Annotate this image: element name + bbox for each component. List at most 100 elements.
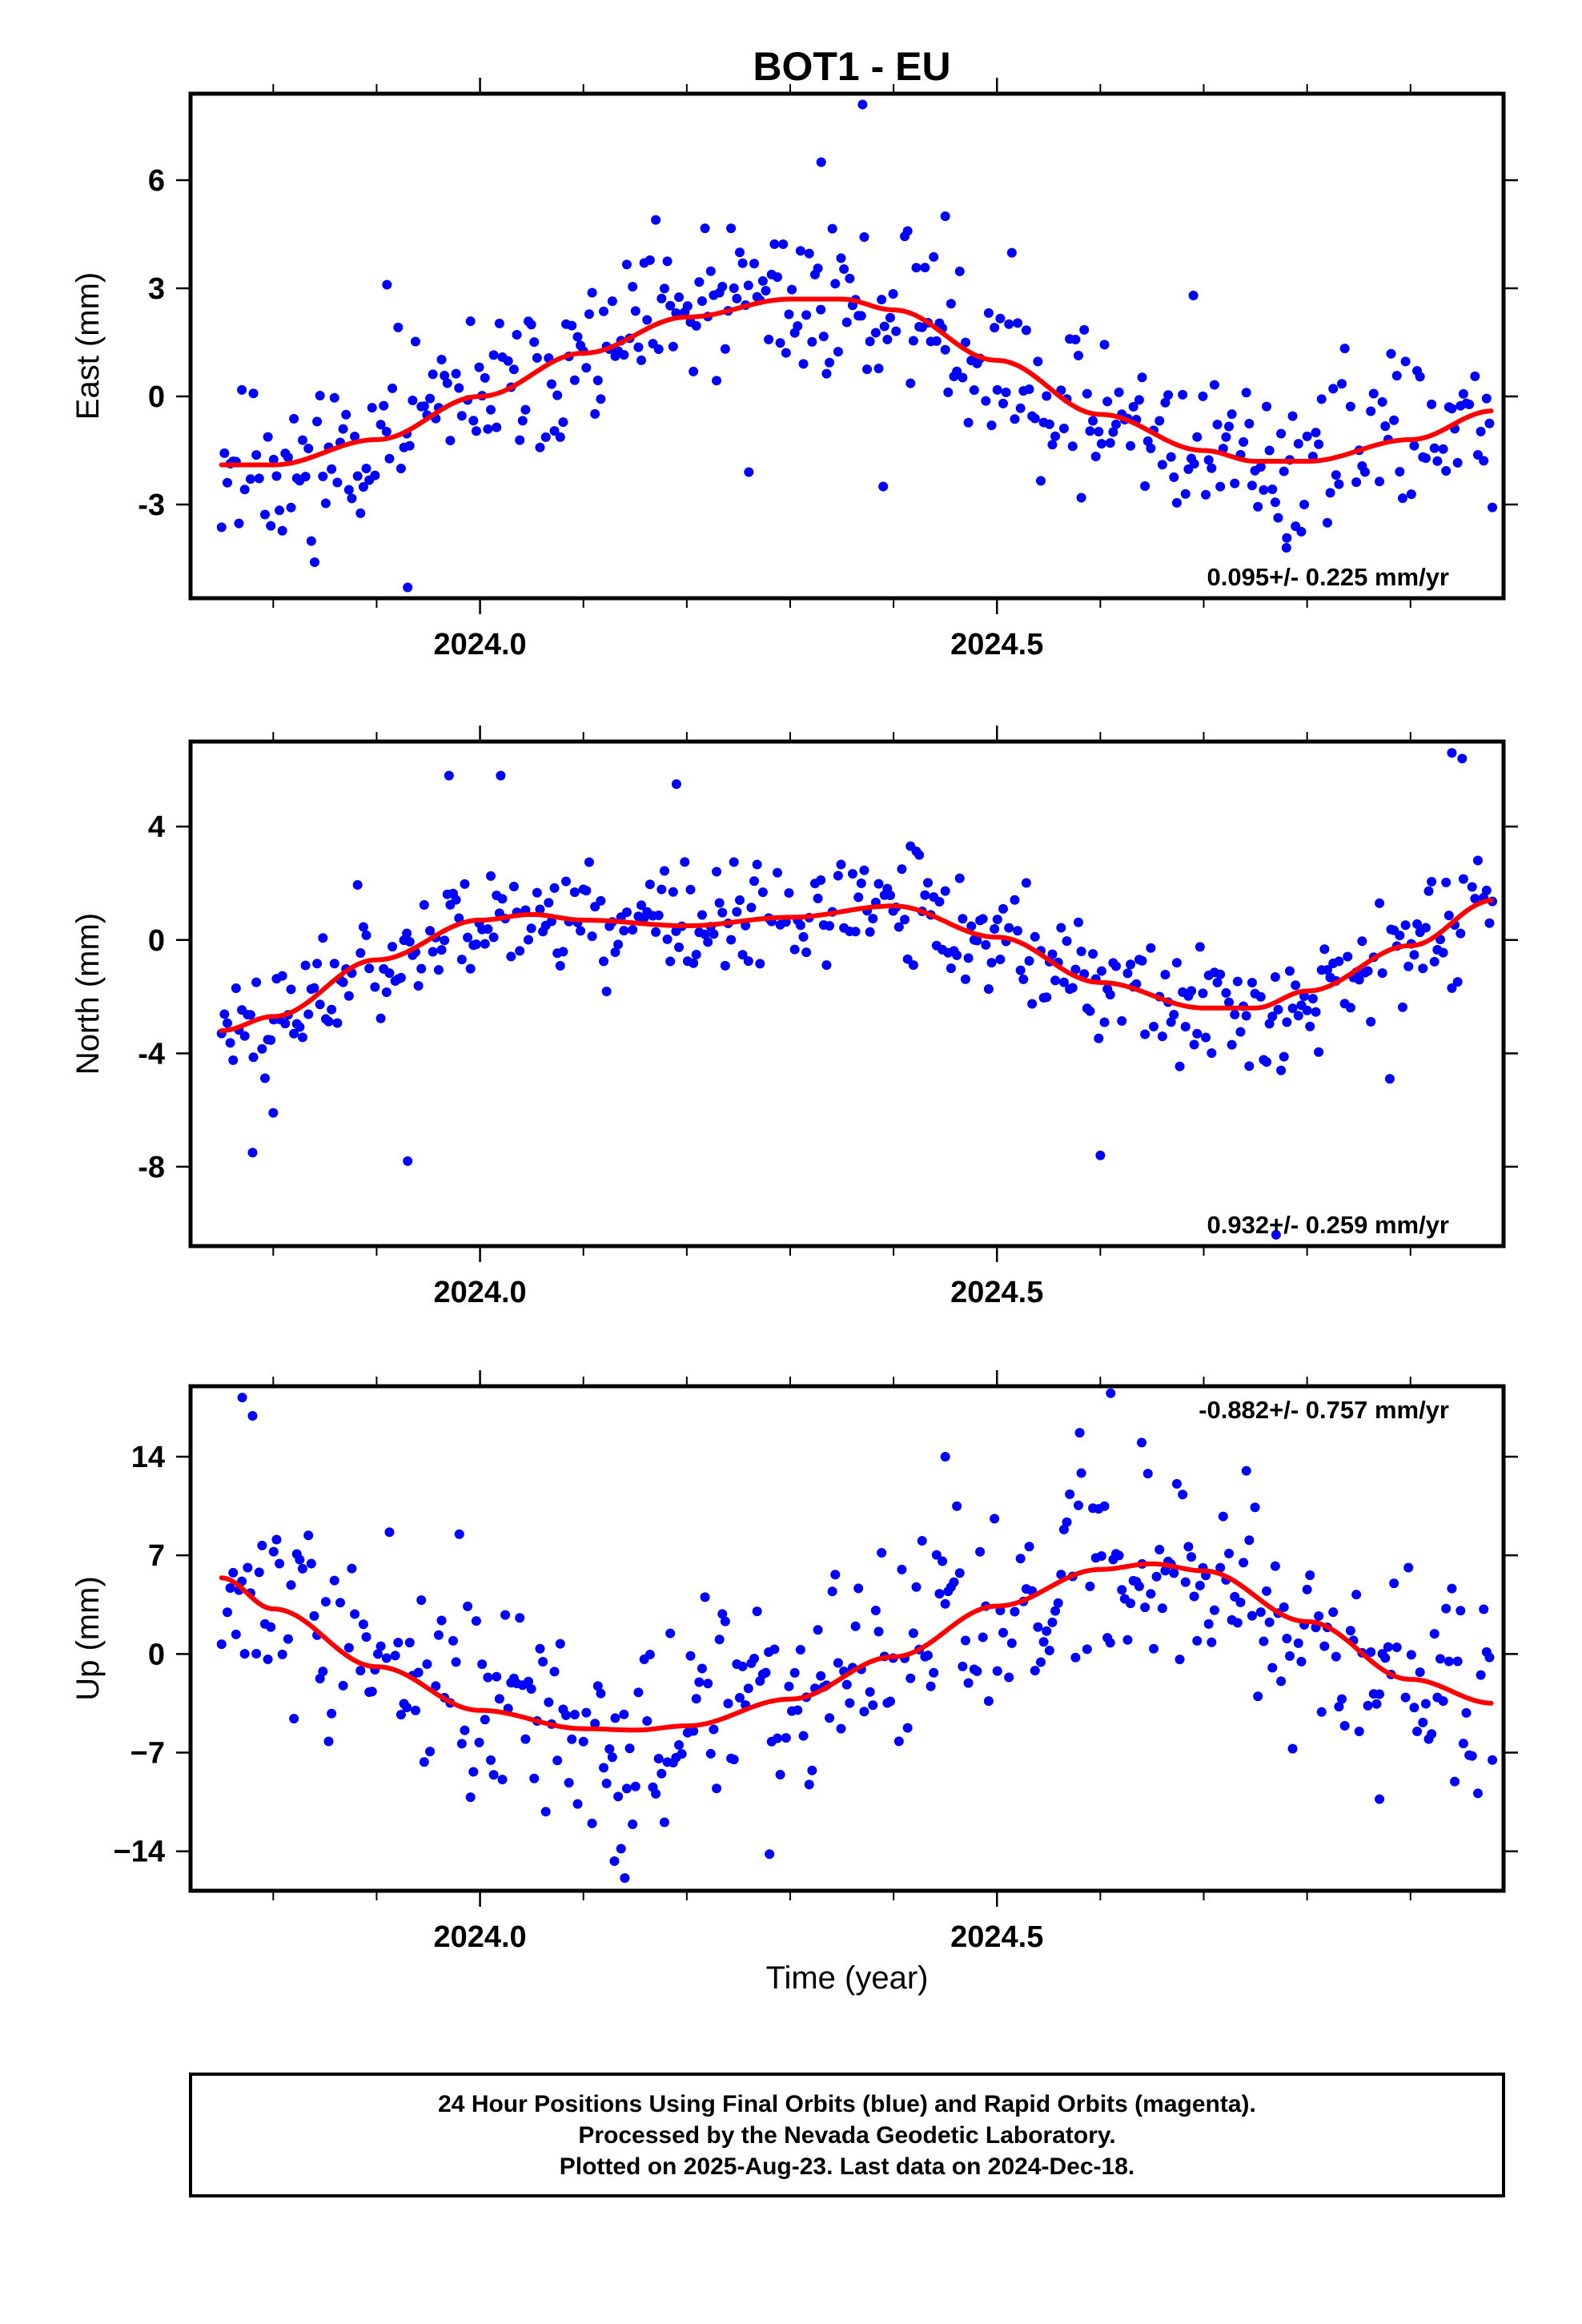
- data-point: [569, 1710, 580, 1720]
- data-point: [1443, 1656, 1454, 1667]
- data-point: [1391, 1642, 1402, 1652]
- data-point: [1247, 977, 1257, 987]
- data-point: [1438, 444, 1448, 454]
- data-point: [254, 473, 264, 484]
- data-point: [850, 1621, 861, 1631]
- data-point: [239, 1649, 250, 1659]
- data-point: [474, 1737, 484, 1747]
- data-point: [263, 432, 273, 442]
- data-point: [1429, 1629, 1439, 1639]
- data-point: [355, 508, 366, 518]
- data-point: [816, 1671, 826, 1681]
- data-point: [222, 1607, 232, 1618]
- data-point: [1111, 419, 1122, 429]
- data-point: [1397, 493, 1407, 504]
- data-point: [1189, 459, 1199, 469]
- y-tick-label: 0: [148, 924, 165, 958]
- data-point: [700, 1592, 710, 1602]
- data-point: [963, 953, 974, 963]
- data-point: [216, 522, 227, 533]
- data-point: [463, 1601, 473, 1611]
- data-point: [795, 920, 805, 931]
- data-point: [1171, 958, 1182, 968]
- data-point: [352, 471, 363, 481]
- data-point: [1070, 1652, 1081, 1663]
- data-point: [1351, 477, 1362, 488]
- data-point: [1024, 1542, 1034, 1552]
- data-point: [1359, 467, 1370, 477]
- data-point: [245, 474, 255, 485]
- data-point: [1180, 1021, 1191, 1031]
- data-point: [998, 1627, 1008, 1638]
- data-point: [1391, 371, 1402, 381]
- y-axis-label: Up (mm): [70, 1576, 106, 1701]
- data-point: [1472, 855, 1483, 866]
- data-point: [705, 266, 716, 276]
- data-point: [781, 1733, 791, 1743]
- data-point: [1264, 1019, 1275, 1029]
- data-point: [1232, 976, 1243, 987]
- data-point: [1291, 980, 1301, 991]
- data-point: [729, 1755, 739, 1765]
- data-point: [1488, 1755, 1498, 1765]
- data-point: [483, 924, 493, 935]
- data-point: [289, 1714, 299, 1724]
- data-point: [1227, 409, 1237, 420]
- data-point: [323, 1016, 334, 1027]
- data-point: [535, 904, 545, 915]
- data-point: [1212, 420, 1223, 430]
- data-point: [1479, 1604, 1489, 1614]
- data-point: [460, 1725, 470, 1735]
- data-point: [1094, 1033, 1104, 1043]
- data-point: [454, 383, 464, 393]
- data-point: [535, 1643, 545, 1654]
- data-point: [404, 1638, 415, 1648]
- data-point: [1395, 931, 1405, 941]
- data-point: [757, 275, 768, 286]
- data-point: [1305, 1570, 1315, 1581]
- data-point: [1099, 1501, 1110, 1511]
- data-point: [1380, 421, 1391, 432]
- data-point: [1259, 485, 1269, 495]
- data-point: [1169, 1568, 1179, 1578]
- data-point: [1188, 291, 1199, 300]
- data-point: [403, 582, 413, 593]
- data-point: [1047, 1617, 1058, 1627]
- data-point: [717, 1609, 728, 1619]
- data-point: [633, 342, 644, 352]
- data-point: [1259, 1636, 1269, 1647]
- data-point: [1264, 445, 1275, 456]
- data-point: [723, 1699, 733, 1709]
- data-point: [1171, 1478, 1182, 1489]
- data-point: [978, 914, 988, 924]
- data-point: [769, 239, 780, 249]
- data-point: [1345, 1003, 1355, 1013]
- data-point: [1013, 926, 1023, 936]
- data-point: [613, 1791, 624, 1802]
- data-point: [315, 999, 325, 1010]
- data-point: [1247, 1610, 1257, 1621]
- data-point: [784, 1681, 794, 1691]
- data-point: [1186, 1552, 1197, 1562]
- data-point: [656, 293, 667, 304]
- data-point: [717, 281, 728, 292]
- data-point: [1484, 1652, 1495, 1663]
- data-point: [674, 292, 685, 303]
- data-point: [1230, 1009, 1240, 1019]
- data-point: [375, 1641, 386, 1651]
- data-point: [544, 1697, 554, 1707]
- data-point: [833, 870, 843, 881]
- rate-annotation: -0.882+/- 0.757 mm/yr: [1199, 1396, 1449, 1424]
- x-tick-label: 2024.5: [950, 1920, 1043, 1954]
- data-point: [474, 362, 484, 372]
- data-point: [795, 1645, 805, 1655]
- data-point: [813, 1625, 823, 1635]
- data-point: [1186, 986, 1197, 996]
- data-point: [343, 991, 354, 1001]
- data-point: [243, 1562, 253, 1573]
- data-point: [225, 1583, 235, 1594]
- data-point: [1088, 949, 1098, 959]
- data-point: [952, 1501, 962, 1511]
- data-point: [599, 306, 609, 316]
- data-point: [1021, 878, 1031, 888]
